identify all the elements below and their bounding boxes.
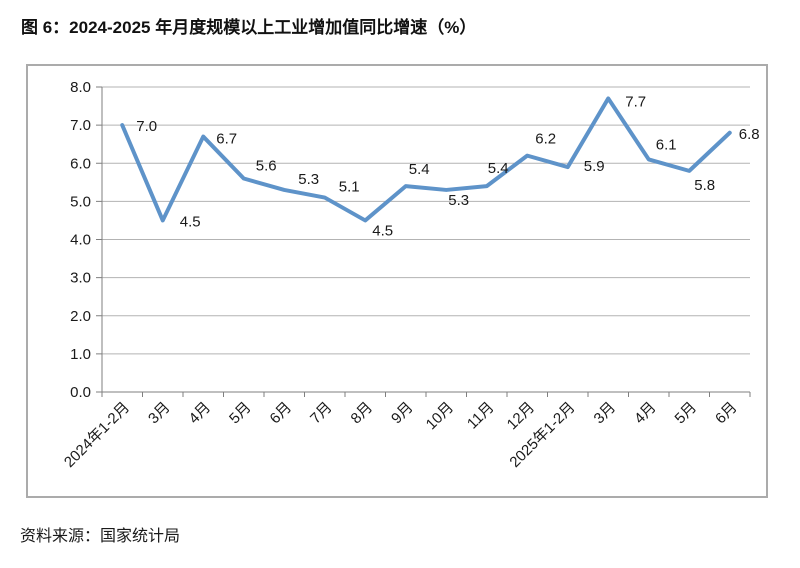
x-tick-label: 7月 [307, 399, 336, 428]
y-tick-label: 1.0 [70, 346, 91, 363]
y-tick-label: 0.0 [70, 384, 91, 401]
x-tick-label: 5月 [672, 399, 701, 428]
data-label: 4.5 [180, 213, 201, 230]
x-tick-label: 10月 [423, 399, 457, 433]
x-tick-label: 3月 [145, 399, 174, 428]
data-label: 6.2 [535, 131, 556, 148]
data-label: 6.1 [656, 136, 677, 153]
data-label: 5.3 [448, 192, 469, 209]
series-line [120, 96, 732, 223]
x-tick-label: 8月 [348, 399, 377, 428]
y-tick-label: 8.0 [70, 79, 91, 96]
y-tick-label: 2.0 [70, 308, 91, 325]
y-tick-label: 4.0 [70, 232, 91, 249]
x-tick-label: 12月 [504, 399, 538, 433]
x-tick-label: 4月 [631, 399, 660, 428]
data-label: 7.0 [136, 118, 157, 135]
data-label: 5.1 [339, 179, 360, 196]
chart-container: 0.0 1.0 2.0 3.0 4.0 5.0 6.0 7.0 8.0 2024年1-2月 3月 4月… [26, 64, 768, 498]
line-chart-svg: 0.0 1.0 2.0 3.0 4.0 5.0 6.0 7.0 8.0 2024年1-2月 3月 4月… [61, 79, 760, 471]
y-tick-label: 7.0 [70, 117, 91, 134]
figure-title: 图 6：2024-2025 年月度规模以上工业增加值同比增速（%） [21, 18, 477, 37]
x-tick-label: 5月 [226, 399, 255, 428]
x-tick-label: 2024年1-2月 [61, 399, 133, 471]
x-tick-label: 9月 [388, 399, 417, 428]
data-label: 6.7 [216, 131, 237, 148]
x-tick-label: 6月 [712, 399, 741, 428]
data-label: 4.5 [372, 222, 393, 239]
x-tick-label: 3月 [591, 399, 620, 428]
data-label: 5.4 [488, 160, 509, 177]
y-tick-label: 6.0 [70, 155, 91, 172]
data-label: 5.8 [694, 177, 715, 194]
x-tick-label: 6月 [267, 399, 296, 428]
y-tick-label: 3.0 [70, 270, 91, 287]
data-label: 5.6 [256, 158, 277, 175]
data-label: 7.7 [625, 93, 646, 110]
source-note: 资料来源：国家统计局 [20, 528, 181, 545]
data-label: 5.9 [584, 158, 605, 175]
y-tick-label: 5.0 [70, 193, 91, 210]
x-tick-label: 4月 [186, 399, 215, 428]
data-label: 5.3 [298, 171, 319, 188]
data-label: 6.8 [739, 126, 760, 143]
data-label: 5.4 [409, 161, 430, 178]
x-tick-label: 11月 [464, 399, 498, 433]
